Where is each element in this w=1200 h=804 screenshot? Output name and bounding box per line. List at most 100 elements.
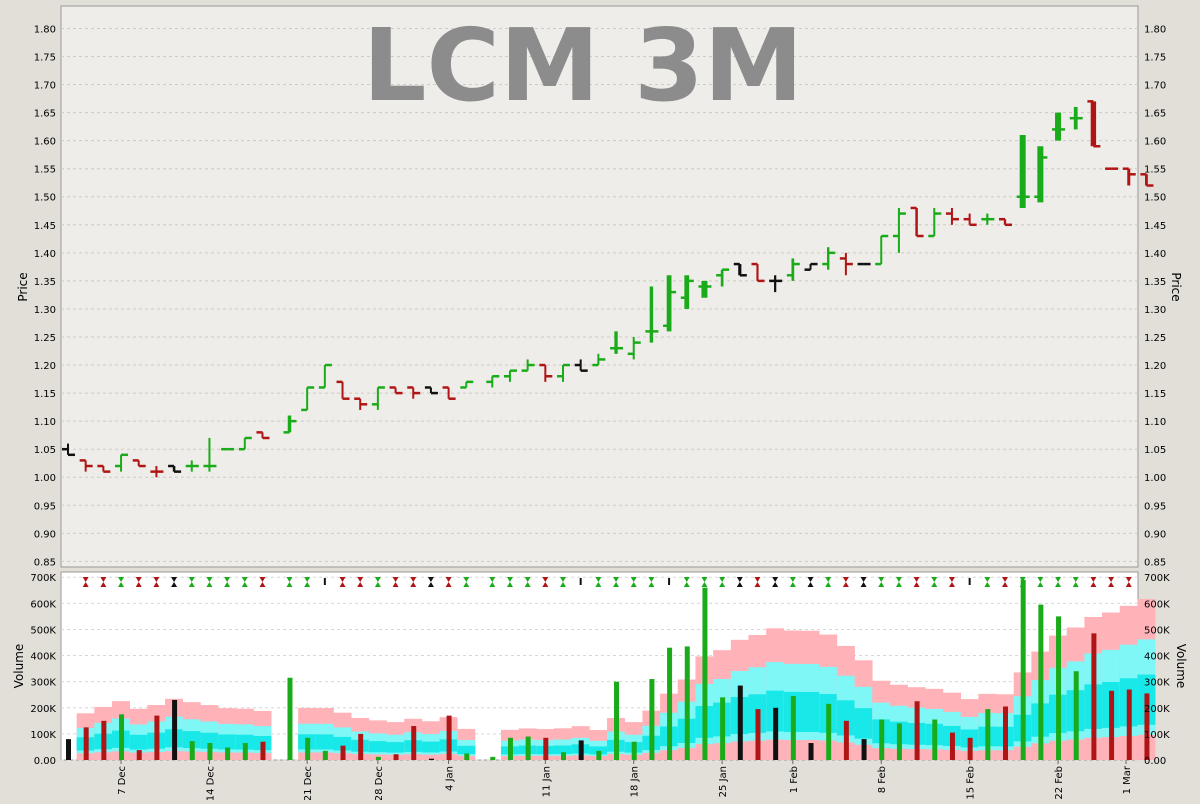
price-tick-label-right: 1.00 bbox=[1144, 473, 1166, 484]
volume-band-inner bbox=[554, 745, 572, 755]
price-tick-label-right: 1.80 bbox=[1144, 24, 1166, 35]
signal-marker bbox=[683, 577, 690, 587]
volume-bar bbox=[260, 741, 266, 760]
signal-marker bbox=[613, 577, 620, 587]
chart-title: LCM 3M bbox=[363, 7, 804, 124]
price-tick-label-left: 1.00 bbox=[34, 473, 56, 484]
price-tick-label-left: 1.40 bbox=[34, 249, 56, 260]
signal-marker bbox=[153, 577, 160, 587]
signal-marker bbox=[1108, 577, 1115, 587]
price-tick-label-right: 1.60 bbox=[1144, 137, 1166, 148]
volume-bar bbox=[561, 752, 566, 760]
volume-bar bbox=[1073, 671, 1079, 760]
signal-marker bbox=[825, 577, 832, 587]
volume-bar bbox=[649, 679, 655, 760]
volume-bar bbox=[985, 709, 991, 760]
volume-tick-label-left: 100K bbox=[30, 730, 56, 741]
volume-bar bbox=[843, 720, 849, 760]
x-tick-label: 1 Feb bbox=[789, 766, 800, 793]
signal-marker bbox=[410, 577, 417, 587]
signal-marker bbox=[206, 577, 213, 587]
volume-bar bbox=[684, 646, 690, 760]
price-tick-label-right: 1.55 bbox=[1144, 165, 1166, 176]
price-tick-label-left: 1.70 bbox=[34, 81, 56, 92]
volume-bar bbox=[242, 743, 248, 760]
volume-bars bbox=[66, 579, 1150, 760]
signal-marker bbox=[118, 577, 125, 587]
signal-marker bbox=[595, 577, 602, 587]
volume-bar bbox=[525, 736, 531, 760]
signal-marker bbox=[1037, 577, 1044, 587]
volume-bar bbox=[702, 587, 708, 760]
price-tick-label-right: 1.30 bbox=[1144, 305, 1166, 316]
volume-bar bbox=[879, 719, 885, 760]
signal-marker bbox=[736, 577, 743, 587]
volume-band-inner bbox=[854, 708, 873, 739]
signal-marker bbox=[357, 577, 364, 587]
price-tick-label-left: 0.85 bbox=[34, 557, 56, 568]
price-tick-label-right: 1.65 bbox=[1144, 109, 1166, 120]
volume-tick-label-left: 0.00 bbox=[34, 756, 56, 767]
signal-marker bbox=[445, 577, 452, 587]
volume-bar bbox=[1109, 690, 1115, 760]
volume-bar bbox=[305, 737, 311, 760]
signal-marker bbox=[1125, 577, 1132, 587]
signal-marker bbox=[630, 577, 637, 587]
volume-bar bbox=[967, 737, 973, 760]
signal-marker bbox=[82, 577, 89, 587]
signal-marker bbox=[807, 577, 814, 587]
price-tick-label-left: 0.95 bbox=[34, 501, 56, 512]
price-tick-label-left: 1.10 bbox=[34, 417, 56, 428]
volume-band-inner bbox=[182, 731, 201, 749]
price-tick-label-left: 1.35 bbox=[34, 277, 56, 288]
signal-marker bbox=[895, 577, 902, 587]
x-tick-labels: 7 Dec 14 Dec 21 Dec 28 Dec 4 Jan 11 Jan 18 Jan… bbox=[117, 760, 1133, 801]
signal-marker bbox=[789, 577, 796, 587]
volume-bar bbox=[932, 719, 938, 760]
signal-marker bbox=[842, 577, 849, 587]
price-tick-label-left: 0.90 bbox=[34, 529, 56, 540]
volume-bar bbox=[720, 697, 726, 760]
signal-marker bbox=[860, 577, 867, 587]
signal-marker bbox=[1072, 577, 1079, 587]
volume-band-inner bbox=[200, 732, 219, 749]
x-tick-label: 8 Feb bbox=[877, 766, 888, 793]
signal-markers bbox=[82, 577, 1132, 587]
volume-tick-label-left: 500K bbox=[30, 625, 56, 636]
price-tick-label-right: 0.85 bbox=[1144, 557, 1166, 568]
x-tick-label: 1 Mar bbox=[1122, 765, 1133, 794]
price-bars bbox=[62, 100, 1154, 478]
volume-bar bbox=[189, 741, 195, 760]
volume-bar bbox=[83, 727, 89, 760]
price-panel-bg bbox=[60, 5, 1139, 568]
price-tick-label-left: 1.15 bbox=[34, 389, 56, 400]
volume-bar bbox=[464, 753, 470, 760]
x-tick-label: 15 Feb bbox=[966, 766, 977, 800]
price-tick-label-left: 1.60 bbox=[34, 137, 56, 148]
volume-bar bbox=[861, 739, 867, 760]
price-tick-label-right: 1.40 bbox=[1144, 249, 1166, 260]
signal-marker bbox=[648, 577, 655, 587]
price-tick-label-left: 1.55 bbox=[34, 165, 56, 176]
price-tick-label-right: 1.10 bbox=[1144, 417, 1166, 428]
volume-bar bbox=[358, 733, 364, 760]
signal-marker bbox=[339, 577, 346, 587]
price-tick-label-left: 1.75 bbox=[34, 52, 56, 63]
volume-bar bbox=[428, 758, 434, 760]
signal-marker bbox=[188, 577, 195, 587]
volume-bar bbox=[322, 750, 328, 760]
volume-bar bbox=[667, 647, 673, 760]
signal-marker bbox=[772, 577, 779, 587]
volume-bar bbox=[340, 745, 346, 760]
volume-bar bbox=[287, 677, 293, 760]
signal-marker bbox=[719, 577, 726, 587]
volume-bar bbox=[914, 701, 920, 760]
volume-bar bbox=[375, 756, 381, 760]
volume-bar bbox=[119, 714, 125, 760]
volume-band-inner bbox=[235, 734, 254, 750]
price-tick-label-left: 1.20 bbox=[34, 361, 56, 372]
signal-marker bbox=[1090, 577, 1097, 587]
signal-marker bbox=[542, 577, 549, 587]
